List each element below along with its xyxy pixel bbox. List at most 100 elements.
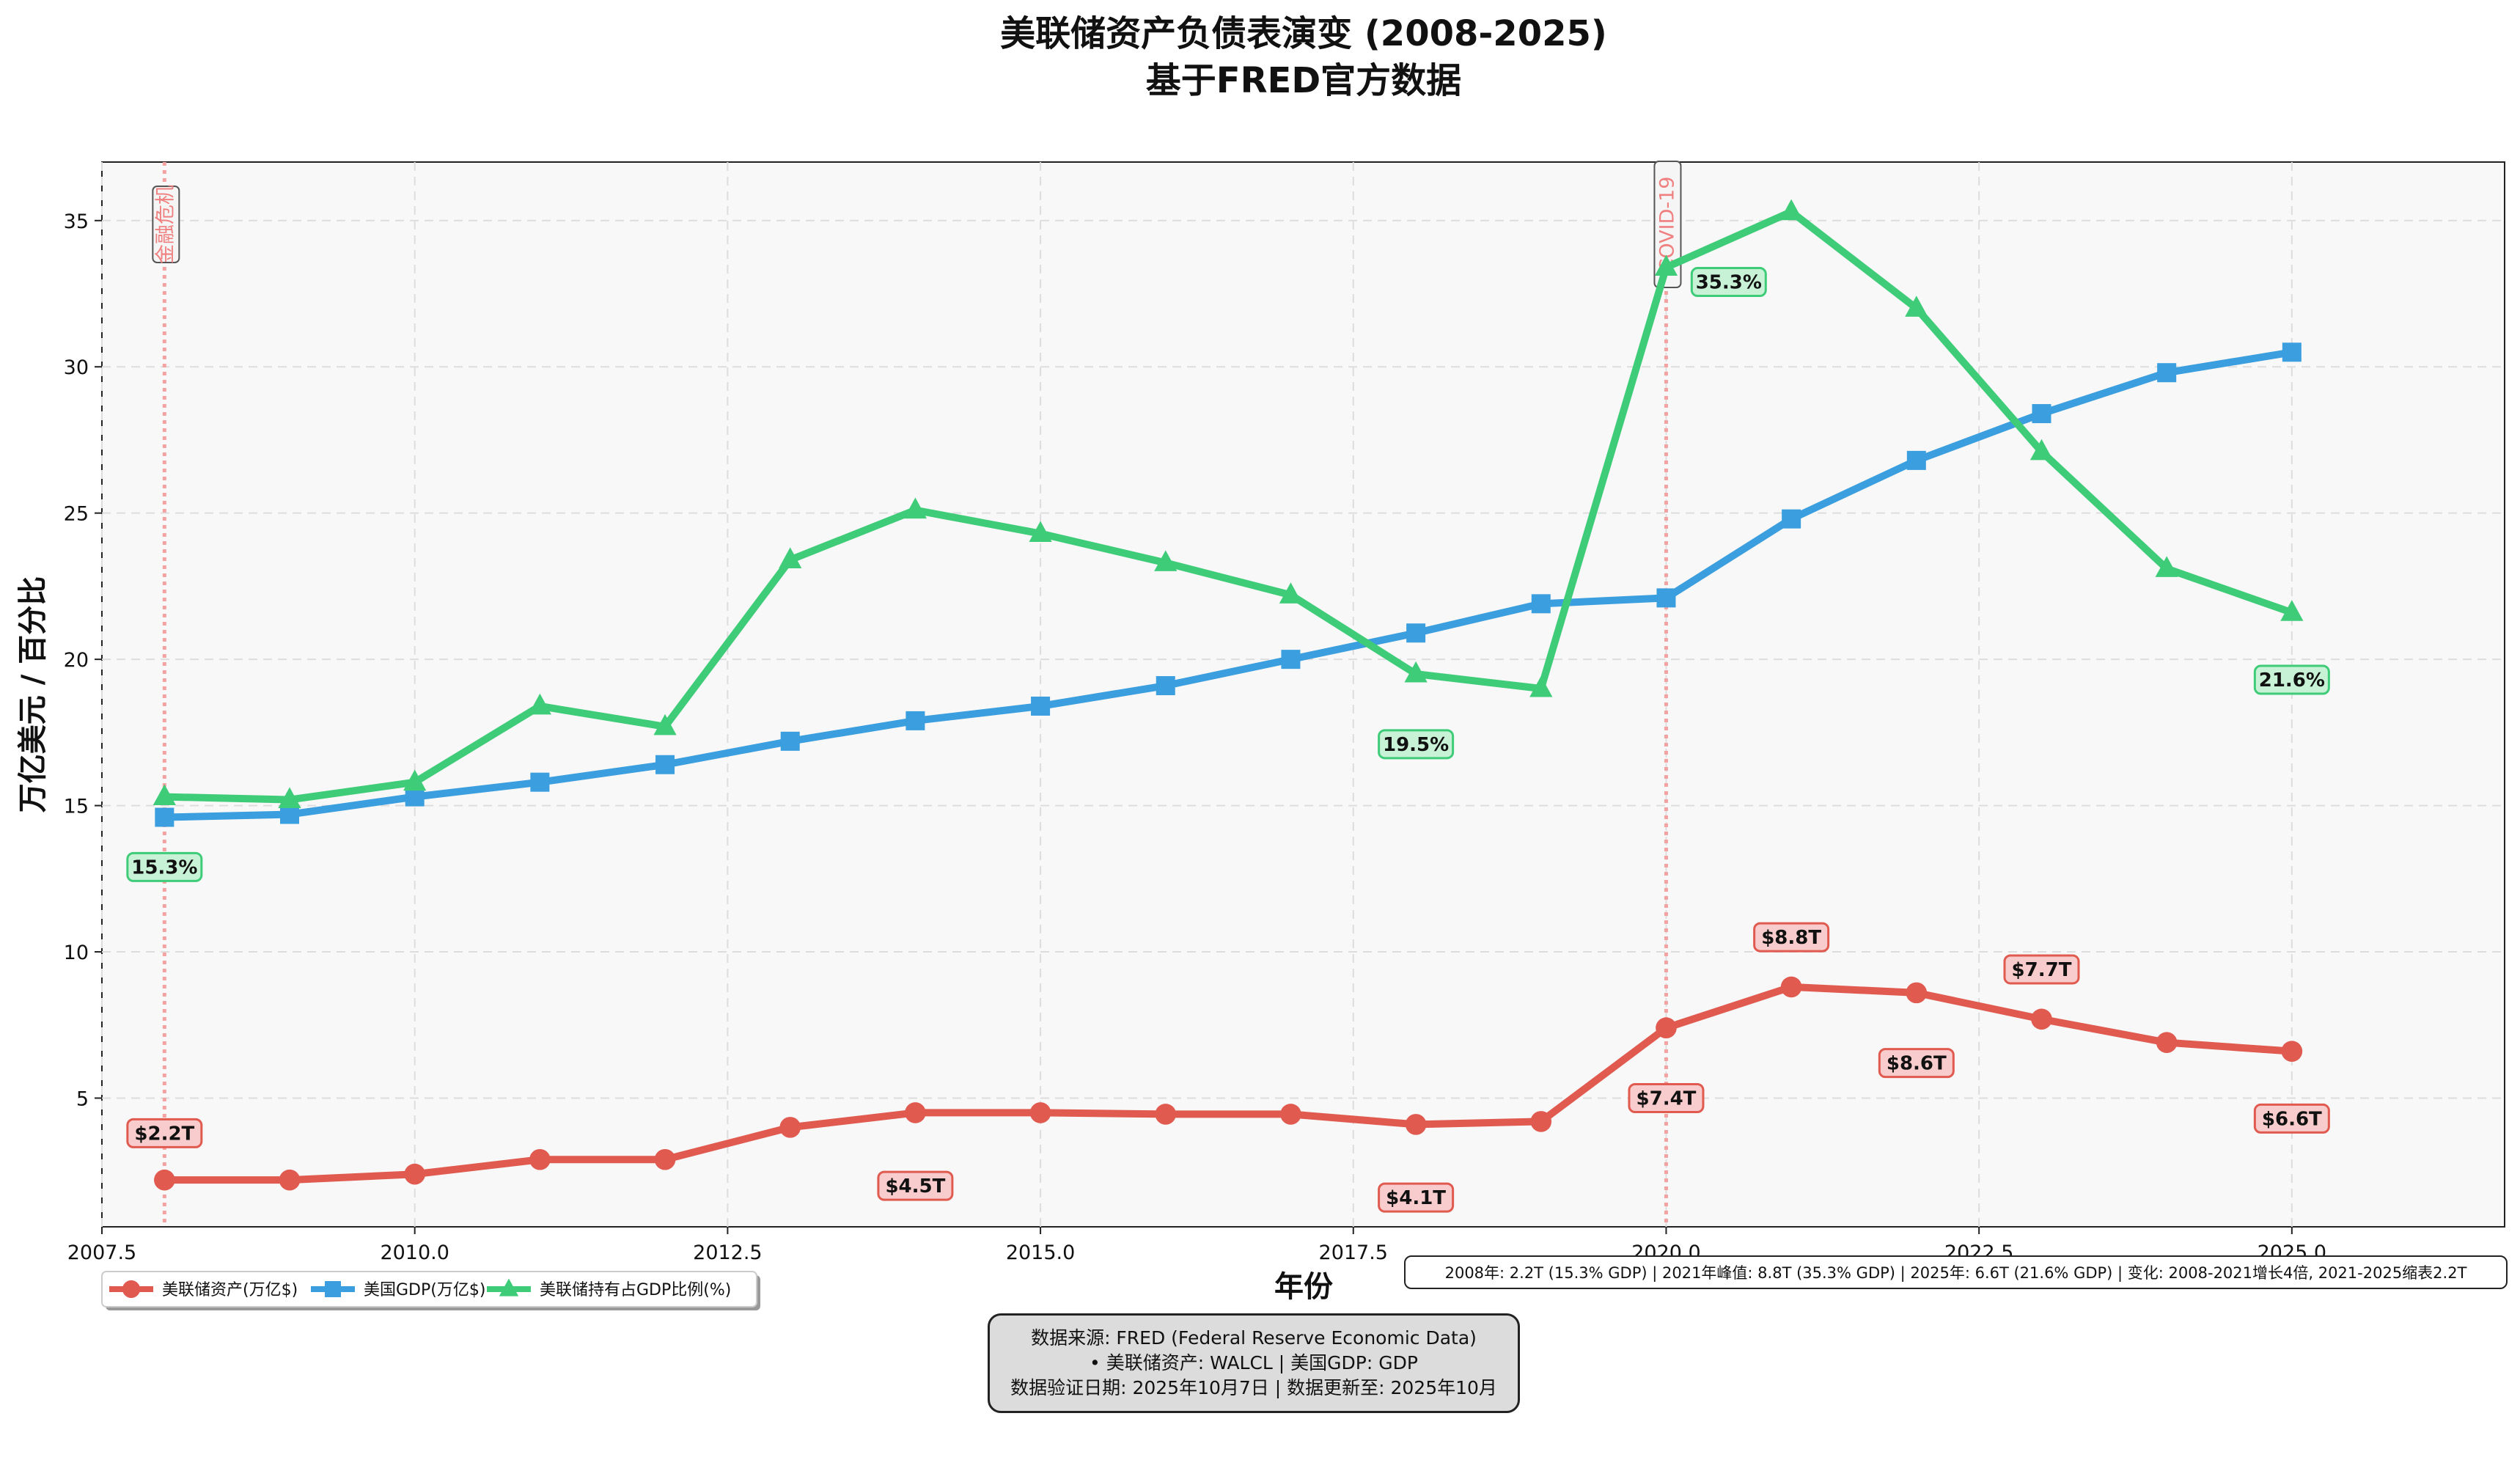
data-point [2282, 342, 2302, 362]
legend-box [101, 1271, 757, 1307]
series-3 [153, 199, 2304, 809]
event-label-group: COVID-19 [1653, 161, 1682, 288]
data-label: $4.5T [877, 1170, 954, 1201]
x-tick-label: 2007.5 [67, 1241, 136, 1264]
data-point [404, 1163, 425, 1185]
data-point [2157, 363, 2177, 383]
data-point [1404, 661, 1428, 683]
data-label-text: 21.6% [2259, 670, 2325, 692]
data-point [1530, 1111, 1552, 1132]
data-label-box [2253, 664, 2330, 695]
data-point [325, 1281, 341, 1297]
data-label-box [2003, 954, 2080, 985]
data-point [154, 1169, 175, 1191]
data-point [1782, 509, 1801, 529]
legend: 美联储资产(万亿$) 美国GDP(万亿$) 美联储持有占GDP比例(%) [101, 1271, 760, 1310]
data-label-text: $7.7T [2012, 959, 2072, 981]
event-label-group: 金融危机 [152, 185, 180, 264]
data-point [655, 755, 675, 774]
y-axis-label: 万亿美元 / 百分比 [16, 576, 50, 812]
data-point [1529, 675, 1553, 697]
plot-area [101, 161, 2505, 1228]
data-label-box [1690, 267, 1767, 298]
data-point [1281, 650, 1301, 670]
event-markers: 金融危机 COVID-19 [152, 161, 1682, 1227]
source-line-3: 数据验证日期: 2025年10月7日 | 数据更新至: 2025年10月 [1010, 1377, 1497, 1398]
data-label-box [1378, 729, 1455, 760]
data-point [905, 1102, 926, 1123]
data-label-text: $6.6T [2262, 1108, 2322, 1130]
x-tick-label: 2017.5 [1319, 1241, 1388, 1264]
data-point [903, 497, 927, 519]
data-point [155, 807, 175, 827]
data-point [278, 787, 301, 809]
event-label-box [152, 186, 180, 263]
data-label: $7.4T [1628, 1082, 1705, 1113]
data-point [1905, 296, 1928, 317]
x-axis-ticks: 2007.5 2010.0 2012.5 2015.0 2017.5 2020.0 2022… [67, 1227, 2326, 1264]
y-tick-label: 35 [64, 210, 89, 233]
data-point [1154, 550, 1178, 571]
data-label-box [1378, 1182, 1455, 1213]
chart-title-line2: 基于FRED官方数据 [1146, 60, 1461, 101]
data-point [1906, 450, 1926, 470]
data-point [403, 769, 427, 791]
y-tick-label: 15 [64, 796, 89, 818]
x-tick-label: 2012.5 [693, 1241, 762, 1264]
data-point [122, 1280, 141, 1299]
data-label-text: $4.5T [885, 1175, 945, 1197]
data-label: $4.1T [1378, 1182, 1455, 1213]
series-1 [154, 976, 2303, 1191]
data-point [528, 693, 551, 715]
data-label: 19.5% [1378, 729, 1455, 760]
data-point [1656, 588, 1676, 608]
data-point [779, 1117, 801, 1138]
data-labels: $2.2T $4.5T $4.1T $7.4T $8.8T $8.6T $7.7T $6.6T… [126, 267, 2330, 1213]
data-label-box [126, 1118, 203, 1148]
series-lines [153, 199, 2304, 1191]
data-point [530, 772, 550, 792]
data-label-text: $2.2T [134, 1123, 194, 1145]
y-axis-ticks: 5 10 15 20 25 30 35 [64, 210, 102, 1110]
data-point [1029, 521, 1052, 543]
data-point [1656, 1017, 1677, 1039]
data-label-text: $4.1T [1386, 1187, 1446, 1209]
data-point [654, 1148, 676, 1170]
data-label-text: $8.8T [1761, 927, 1821, 949]
data-point [499, 1278, 519, 1296]
data-source-box: 数据来源: FRED (Federal Reserve Economic Dat… [988, 1313, 1520, 1413]
source-line-2: • 美联储资产: WALCL | 美国GDP: GDP [1090, 1352, 1418, 1373]
data-point [1654, 254, 1678, 276]
data-point [780, 731, 800, 751]
event-label: 金融危机 [154, 185, 177, 264]
x-axis-label: 年份 [1274, 1270, 1333, 1304]
series-2 [155, 342, 2302, 827]
source-line-1: 数据来源: FRED (Federal Reserve Economic Dat… [1031, 1327, 1477, 1349]
data-point [2156, 1032, 2178, 1053]
data-point [279, 1169, 301, 1191]
x-tick-label: 2010.0 [380, 1241, 449, 1264]
data-point [1405, 1114, 1427, 1135]
data-point [2031, 1008, 2052, 1030]
summary-text: 2008年: 2.2T (15.3% GDP) | 2021年峰值: 8.8T … [1444, 1264, 2467, 1282]
event-label: COVID-19 [1656, 177, 1678, 273]
data-label: $7.7T [2003, 954, 2080, 985]
data-label-text: 19.5% [1383, 734, 1449, 756]
series-line [161, 348, 2296, 821]
data-label-text: $7.4T [1636, 1087, 1697, 1109]
data-point [2155, 556, 2178, 577]
data-label-box [877, 1170, 954, 1201]
y-tick-label: 30 [64, 356, 89, 379]
x-tick-label: 2015.0 [1006, 1241, 1075, 1264]
series-line [161, 208, 2296, 804]
data-point [1279, 582, 1303, 604]
legend-label: 美联储持有占GDP比例(%) [540, 1281, 731, 1299]
data-point [1906, 982, 1928, 1004]
series-line [161, 983, 2296, 1184]
data-label-box [2253, 1103, 2330, 1134]
data-label: $2.2T [126, 1118, 203, 1148]
data-label-text: $8.6T [1887, 1053, 1947, 1075]
data-point [653, 714, 677, 736]
data-label: $8.8T [1753, 922, 1830, 953]
